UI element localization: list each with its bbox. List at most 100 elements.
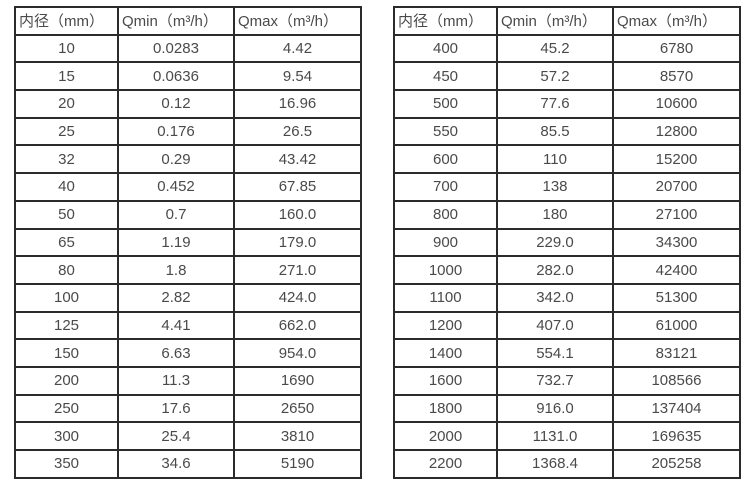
table-cell: 85.5 <box>496 116 614 147</box>
table-cell: 700 <box>393 172 498 202</box>
table-cell: 271.0 <box>233 255 362 285</box>
table-cell: 600 <box>393 144 498 175</box>
column-header-qmax: Qmax（m³/h） <box>612 6 741 36</box>
table-cell: 138 <box>496 172 614 202</box>
table-cell: 43.42 <box>233 144 362 175</box>
table-cell: 15 <box>14 61 119 92</box>
table-cell: 20700 <box>612 172 741 202</box>
table-row: 500 77.6 10600 <box>393 89 741 119</box>
table-cell: 732.7 <box>496 365 614 396</box>
table-row: 1200 407.0 61000 <box>393 310 741 341</box>
table-cell: 554.1 <box>496 338 614 368</box>
table-cell: 1.19 <box>117 227 235 258</box>
table-row: 200 11.3 1690 <box>14 365 362 396</box>
table-cell: 108566 <box>612 365 741 396</box>
table-cell: 4.42 <box>233 33 362 64</box>
table-row: 125 4.41 662.0 <box>14 310 362 341</box>
table-row: 400 45.2 6780 <box>393 33 741 64</box>
table-cell: 169635 <box>612 421 741 451</box>
table-cell: 400 <box>393 33 498 64</box>
column-header-qmin: Qmin（m³/h） <box>496 6 614 36</box>
table-cell: 1131.0 <box>496 421 614 451</box>
table-cell: 342.0 <box>496 282 614 313</box>
table-cell: 800 <box>393 199 498 230</box>
table-cell: 57.2 <box>496 61 614 92</box>
header-row: 内径（mm） Qmin（m³/h） Qmax（m³/h） <box>393 6 741 36</box>
table-cell: 2.82 <box>117 282 235 313</box>
table-cell: 77.6 <box>496 89 614 119</box>
table-cell: 0.12 <box>117 89 235 119</box>
table-cell: 0.29 <box>117 144 235 175</box>
table-row: 150 6.63 954.0 <box>14 338 362 368</box>
table-cell: 100 <box>14 282 119 313</box>
table-row: 50 0.7 160.0 <box>14 199 362 230</box>
table-row: 600 110 15200 <box>393 144 741 175</box>
table-cell: 2650 <box>233 393 362 424</box>
table-cell: 662.0 <box>233 310 362 341</box>
column-header-diameter: 内径（mm） <box>393 6 498 36</box>
table-cell: 34300 <box>612 227 741 258</box>
table-cell: 954.0 <box>233 338 362 368</box>
table-cell: 1368.4 <box>496 449 614 479</box>
table-cell: 550 <box>393 116 498 147</box>
table-cell: 0.7 <box>117 199 235 230</box>
table-cell: 282.0 <box>496 255 614 285</box>
table-cell: 5190 <box>233 449 362 479</box>
table-cell: 0.452 <box>117 172 235 202</box>
flow-rate-tables: 内径（mm） Qmin（m³/h） Qmax（m³/h） 10 0.0283 4.4… <box>14 6 741 479</box>
table-row: 1600 732.7 108566 <box>393 365 741 396</box>
table-cell: 150 <box>14 338 119 368</box>
table-cell: 10 <box>14 33 119 64</box>
table-cell: 125 <box>14 310 119 341</box>
table-row: 1400 554.1 83121 <box>393 338 741 368</box>
table-cell: 61000 <box>612 310 741 341</box>
header-row: 内径（mm） Qmin（m³/h） Qmax（m³/h） <box>14 6 362 36</box>
table-row: 450 57.2 8570 <box>393 61 741 92</box>
table-cell: 0.0283 <box>117 33 235 64</box>
table-row: 10 0.0283 4.42 <box>14 33 362 64</box>
column-header-qmax: Qmax（m³/h） <box>233 6 362 36</box>
table-cell: 17.6 <box>117 393 235 424</box>
table-row: 1800 916.0 137404 <box>393 393 741 424</box>
table-cell: 3810 <box>233 421 362 451</box>
table-cell: 6780 <box>612 33 741 64</box>
table-cell: 15200 <box>612 144 741 175</box>
table-cell: 51300 <box>612 282 741 313</box>
table-cell: 200 <box>14 365 119 396</box>
table-cell: 424.0 <box>233 282 362 313</box>
table-cell: 8570 <box>612 61 741 92</box>
table-row: 800 180 27100 <box>393 199 741 230</box>
table-cell: 229.0 <box>496 227 614 258</box>
table-cell: 25.4 <box>117 421 235 451</box>
table-cell: 0.176 <box>117 116 235 147</box>
table-cell: 12800 <box>612 116 741 147</box>
table-row: 25 0.176 26.5 <box>14 116 362 147</box>
table-cell: 1600 <box>393 365 498 396</box>
table-cell: 450 <box>393 61 498 92</box>
flow-table-large-diameters: 内径（mm） Qmin（m³/h） Qmax（m³/h） 400 45.2 6780… <box>393 6 741 479</box>
table-cell: 0.0636 <box>117 61 235 92</box>
table-cell: 160.0 <box>233 199 362 230</box>
table-cell: 1000 <box>393 255 498 285</box>
table-cell: 1690 <box>233 365 362 396</box>
flow-table-small-diameters: 内径（mm） Qmin（m³/h） Qmax（m³/h） 10 0.0283 4.4… <box>14 6 362 479</box>
table-cell: 20 <box>14 89 119 119</box>
table-row: 2000 1131.0 169635 <box>393 421 741 451</box>
table-cell: 300 <box>14 421 119 451</box>
table-cell: 25 <box>14 116 119 147</box>
table-row: 32 0.29 43.42 <box>14 144 362 175</box>
table-cell: 916.0 <box>496 393 614 424</box>
table-cell: 67.85 <box>233 172 362 202</box>
table-cell: 45.2 <box>496 33 614 64</box>
table-cell: 16.96 <box>233 89 362 119</box>
table-cell: 26.5 <box>233 116 362 147</box>
table-row: 2200 1368.4 205258 <box>393 449 741 479</box>
table-cell: 407.0 <box>496 310 614 341</box>
table-row: 550 85.5 12800 <box>393 116 741 147</box>
table-cell: 500 <box>393 89 498 119</box>
table-row: 250 17.6 2650 <box>14 393 362 424</box>
table-cell: 1800 <box>393 393 498 424</box>
table-cell: 179.0 <box>233 227 362 258</box>
table-row: 65 1.19 179.0 <box>14 227 362 258</box>
table-cell: 10600 <box>612 89 741 119</box>
